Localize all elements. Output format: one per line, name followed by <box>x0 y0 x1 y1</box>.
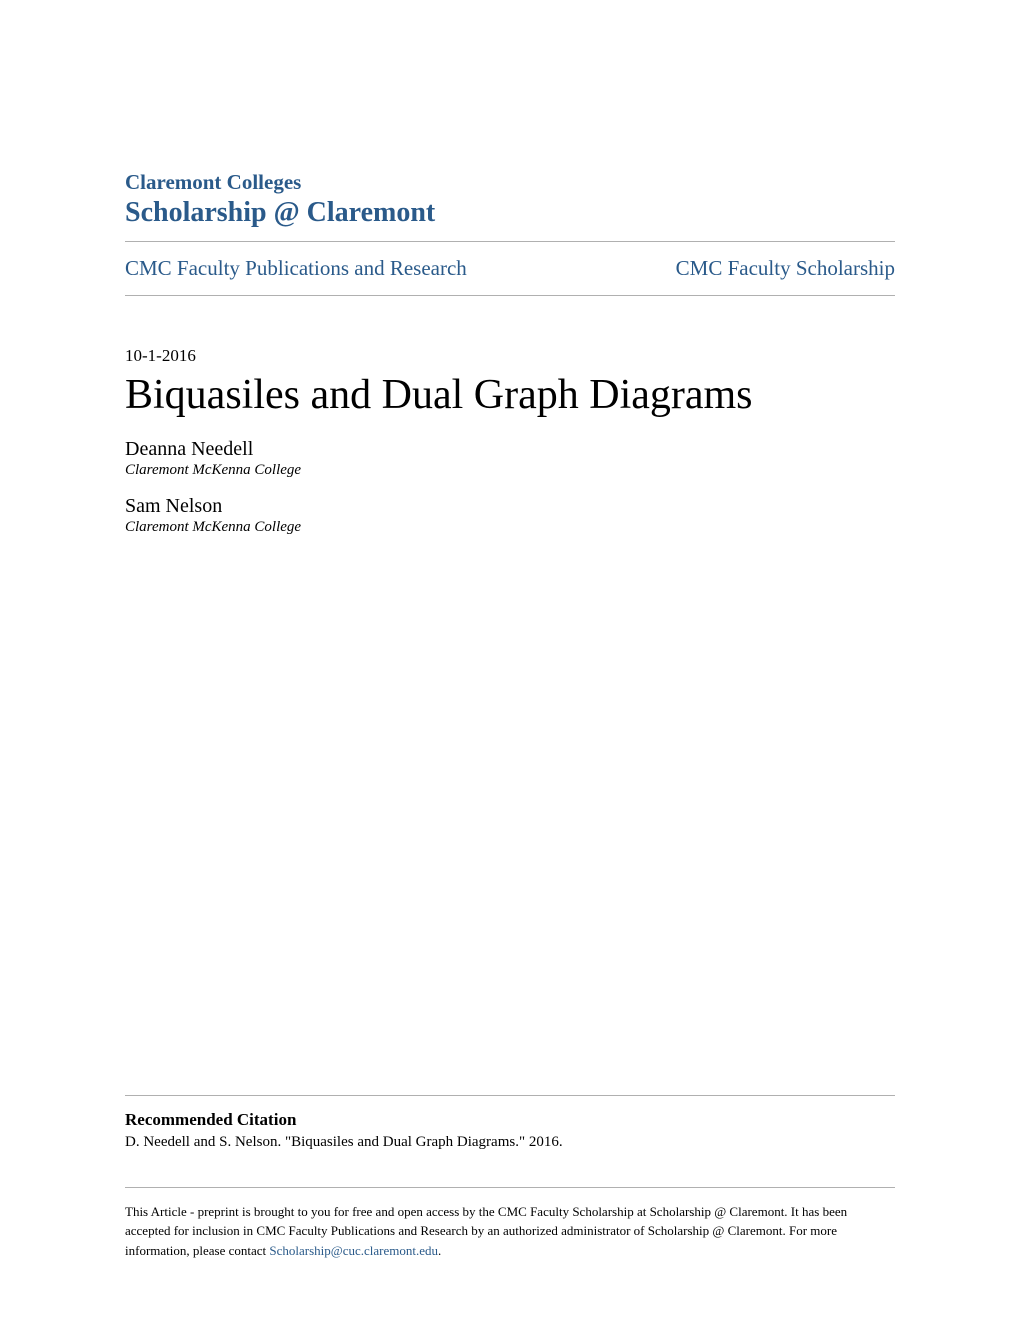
header-divider-bottom <box>125 295 895 296</box>
author-affiliation: Claremont McKenna College <box>125 462 895 479</box>
author-block: Sam Nelson Claremont McKenna College <box>125 495 895 536</box>
nav-row: CMC Faculty Publications and Research CM… <box>125 242 895 295</box>
paper-title: Biquasiles and Dual Graph Diagrams <box>125 372 895 418</box>
nav-scholarship-link[interactable]: CMC Faculty Scholarship <box>676 256 895 281</box>
author-name: Deanna Needell <box>125 438 895 461</box>
footer-text-before: This Article - preprint is brought to yo… <box>125 1204 847 1258</box>
footer-text: This Article - preprint is brought to yo… <box>125 1202 895 1261</box>
publication-date: 10-1-2016 <box>125 346 895 366</box>
citation-heading: Recommended Citation <box>125 1110 895 1130</box>
author-name: Sam Nelson <box>125 495 895 518</box>
author-affiliation: Claremont McKenna College <box>125 519 895 536</box>
repository-link[interactable]: Scholarship @ Claremont <box>125 197 895 229</box>
citation-divider-bottom <box>125 1187 895 1188</box>
author-block: Deanna Needell Claremont McKenna College <box>125 438 895 479</box>
contact-email-link[interactable]: Scholarship@cuc.claremont.edu <box>269 1243 438 1258</box>
bottom-section: Recommended Citation D. Needell and S. N… <box>125 1095 895 1261</box>
institution-link[interactable]: Claremont Colleges <box>125 170 895 195</box>
nav-publications-link[interactable]: CMC Faculty Publications and Research <box>125 256 467 281</box>
citation-divider-top <box>125 1095 895 1096</box>
citation-text: D. Needell and S. Nelson. "Biquasiles an… <box>125 1134 895 1151</box>
footer-text-after: . <box>438 1243 441 1258</box>
